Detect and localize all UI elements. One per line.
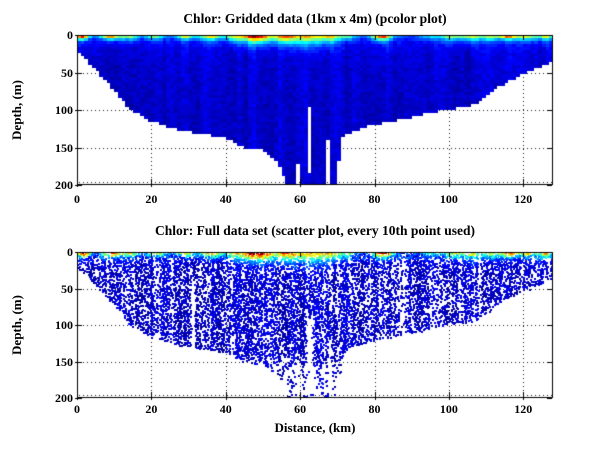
y-tick-label: 200	[55, 178, 73, 192]
x-tick-label: 60	[294, 192, 307, 206]
y-tick-label: 100	[55, 318, 73, 332]
y-axis-label: Depth, (m)	[9, 295, 24, 355]
plot-title: Chlor: Full data set (scatter plot, ever…	[155, 223, 475, 238]
x-tick-label: 80	[368, 192, 381, 206]
x-axis-label: Distance, (km)	[274, 420, 356, 435]
x-tick-label: 0	[74, 402, 80, 416]
x-tick-label: 40	[219, 192, 232, 206]
y-tick-label: 100	[55, 103, 73, 117]
x-tick-label: 120	[514, 192, 533, 206]
x-tick-label: 20	[145, 402, 158, 416]
x-tick-label: 100	[439, 402, 458, 416]
x-tick-label: 120	[514, 402, 533, 416]
x-tick-label: 20	[145, 192, 158, 206]
x-tick-label: 80	[368, 402, 381, 416]
y-tick-label: 150	[55, 354, 73, 369]
pcolor-plot-canvas	[73, 31, 557, 189]
y-tick-label: 200	[55, 391, 73, 405]
x-tick-label: 60	[294, 402, 307, 416]
plot-title: Chlor: Gridded data (1km x 4m) (pcolor p…	[183, 11, 447, 26]
y-tick-label: 150	[55, 140, 73, 155]
y-tick-label: 0	[67, 28, 73, 42]
scatter-plot-canvas	[73, 248, 557, 402]
y-tick-label: 50	[61, 65, 73, 80]
y-tick-label: 0	[67, 245, 73, 259]
x-tick-label: 100	[439, 192, 458, 206]
y-tick-label: 50	[61, 281, 73, 296]
x-tick-label: 0	[74, 192, 80, 206]
x-tick-label: 40	[219, 402, 232, 416]
y-axis-label: Depth, (m)	[9, 80, 24, 140]
